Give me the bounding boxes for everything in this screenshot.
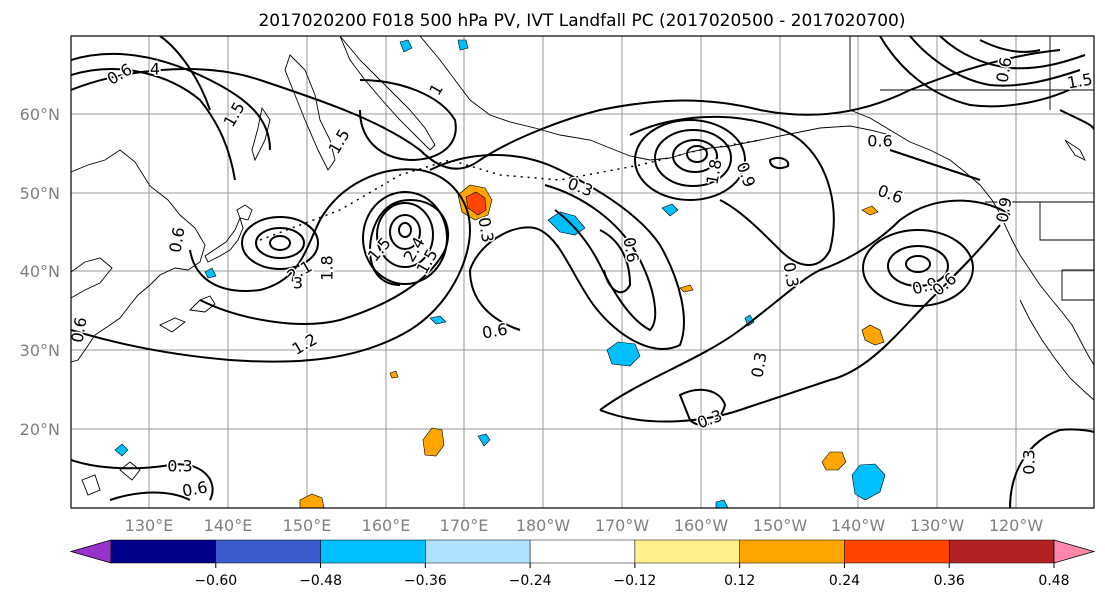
colorbar-tick-label: 0.36 bbox=[934, 573, 965, 589]
lon-label: 130°E bbox=[125, 516, 174, 535]
colorbar-tick-label: 0.24 bbox=[829, 573, 860, 589]
longitude-labels: 130°E 140°E 150°E 160°E 170°E 180°W 170°W 160°W… bbox=[125, 516, 1044, 535]
colorbar-segment bbox=[948, 539, 1055, 564]
colorbar-segment bbox=[634, 539, 740, 564]
contour-label: 3 bbox=[293, 274, 303, 293]
lon-label: 120°W bbox=[989, 516, 1044, 535]
contour-label: 1.8 bbox=[318, 255, 337, 280]
lon-label: 150°E bbox=[283, 516, 332, 535]
map-border bbox=[70, 35, 1095, 509]
colorbar-extend-low bbox=[69, 539, 112, 564]
colorbar-tick-label: 0.48 bbox=[1038, 573, 1069, 589]
coastlines bbox=[71, 36, 1094, 496]
colorbar-segment bbox=[215, 539, 321, 564]
lon-label: 160°W bbox=[674, 516, 729, 535]
contour-label: 4 bbox=[150, 60, 160, 79]
lon-label: 140°W bbox=[831, 516, 886, 535]
lon-label: 180°W bbox=[516, 516, 571, 535]
lat-label: 40°N bbox=[20, 262, 60, 281]
colorbar-tick-label: −0.48 bbox=[299, 573, 342, 589]
colorbar-segment bbox=[320, 539, 426, 564]
lon-label: 170°W bbox=[595, 516, 650, 535]
contour-label: 0.3 bbox=[167, 457, 192, 476]
lon-label: 170°E bbox=[440, 516, 489, 535]
colorbar-tick-label: 0.12 bbox=[724, 573, 755, 589]
pv-contours bbox=[71, 36, 1094, 508]
colorbar-segment bbox=[739, 539, 845, 564]
contour-label: 0.6 bbox=[619, 236, 642, 264]
contour-label: 0.3 bbox=[779, 261, 802, 289]
latitude-labels: 60°N 50°N 40°N 30°N 20°N bbox=[20, 105, 60, 439]
lat-label: 30°N bbox=[20, 341, 60, 360]
lon-label: 160°E bbox=[362, 516, 411, 535]
contour-label: 0.3 bbox=[474, 216, 497, 244]
colorbar-tick-label: −0.12 bbox=[613, 573, 656, 589]
colorbar-tick-label: −0.36 bbox=[404, 573, 447, 589]
dotted-track bbox=[259, 139, 761, 241]
gridlines bbox=[71, 36, 1094, 508]
colorbar-tick-label: −0.60 bbox=[194, 573, 237, 589]
colorbar-segment bbox=[529, 539, 636, 564]
lon-label: 140°E bbox=[204, 516, 253, 535]
pc-shading bbox=[114, 39, 886, 508]
contour-label: 0.6 bbox=[181, 477, 209, 500]
colorbar-segment bbox=[110, 539, 217, 564]
contour-label: 0.6 bbox=[867, 132, 892, 151]
contour-label: 1.8 bbox=[702, 158, 725, 186]
colorbar-extend-high bbox=[1053, 539, 1096, 564]
map-title: 2017020200 F018 500 hPa PV, IVT Landfall… bbox=[258, 11, 905, 31]
colorbar-segment bbox=[844, 539, 950, 564]
contour-label: 0.6 bbox=[67, 316, 90, 344]
lat-label: 20°N bbox=[20, 420, 60, 439]
lat-label: 50°N bbox=[20, 184, 60, 203]
colorbar-tick-label: −0.24 bbox=[509, 573, 552, 589]
colorbar: −0.60 −0.48 −0.36 −0.24 −0.12 0.12 0.24 0.36 0.4… bbox=[69, 539, 1096, 589]
contour-label: 0.9 bbox=[992, 196, 1015, 224]
lon-label: 130°W bbox=[910, 516, 965, 535]
lat-label: 60°N bbox=[20, 105, 60, 124]
contour-label: 0.6 bbox=[481, 319, 509, 342]
colorbar-segment bbox=[425, 539, 531, 564]
contour-label: 0.3 bbox=[1020, 449, 1039, 474]
map-panel bbox=[71, 36, 1094, 508]
lon-label: 150°W bbox=[753, 516, 808, 535]
